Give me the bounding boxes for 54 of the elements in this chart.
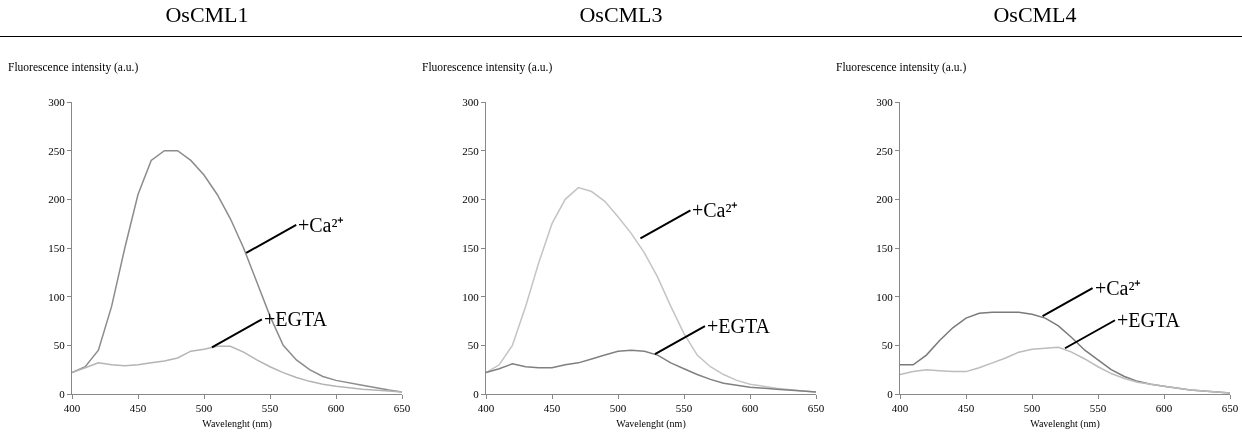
y-tick-label: 50 — [467, 339, 480, 352]
y-tick-label: 150 — [48, 241, 66, 254]
annotation: +EGTA — [1117, 309, 1181, 331]
y-tick-label: 250 — [462, 144, 480, 157]
y-tick-label: 100 — [876, 290, 894, 303]
y-tick-label: 150 — [876, 241, 894, 254]
annotation: +Ca²⁺ — [692, 199, 739, 221]
x-tick-label: 650 — [393, 402, 411, 415]
x-tick-label: 600 — [741, 402, 759, 415]
y-tick-label: 300 — [876, 95, 894, 108]
x-tick-label: 650 — [807, 402, 825, 415]
x-tick-label: 550 — [261, 402, 279, 415]
y-tick-label: 50 — [53, 339, 66, 352]
y-tick-label: 200 — [48, 193, 66, 206]
x-tick-label: 400 — [891, 402, 909, 415]
x-tick-label: 500 — [195, 402, 213, 415]
x-tick-label: 450 — [543, 402, 561, 415]
annotation: +Ca²⁺ — [1095, 277, 1142, 299]
y-tick-label: 300 — [48, 95, 66, 108]
chart-title: OsCML1 — [165, 2, 249, 28]
y-axis-title: Fluorescence intensity (a.u.) — [836, 61, 967, 74]
y-tick-label: 300 — [462, 95, 480, 108]
y-tick-label: 100 — [48, 290, 66, 303]
y-tick-label: 150 — [462, 241, 480, 254]
x-tick-label: 500 — [1023, 402, 1041, 415]
chart-title: OsCML3 — [579, 2, 663, 28]
x-axis-title: Wavelenght (nm) — [616, 417, 686, 430]
x-tick-label: 500 — [609, 402, 627, 415]
y-tick-label: 200 — [462, 193, 480, 206]
y-tick-label: 200 — [876, 193, 894, 206]
x-tick-label: 450 — [957, 402, 975, 415]
y-tick-label: 250 — [48, 144, 66, 157]
chart-title: OsCML4 — [993, 2, 1077, 28]
y-tick-label: 0 — [887, 387, 894, 400]
x-tick-label: 450 — [129, 402, 147, 415]
y-axis-title: Fluorescence intensity (a.u.) — [8, 61, 139, 74]
x-tick-label: 400 — [63, 402, 81, 415]
y-tick-label: 100 — [462, 290, 480, 303]
y-axis-title: Fluorescence intensity (a.u.) — [422, 61, 553, 74]
x-tick-label: 600 — [1155, 402, 1173, 415]
y-tick-label: 250 — [876, 144, 894, 157]
y-tick-label: 0 — [59, 387, 66, 400]
annotation: +EGTA — [707, 315, 771, 337]
x-tick-label: 650 — [1221, 402, 1239, 415]
annotation: +EGTA — [264, 308, 328, 330]
x-tick-label: 600 — [327, 402, 345, 415]
x-tick-label: 550 — [675, 402, 693, 415]
y-tick-label: 50 — [881, 339, 894, 352]
annotation: +Ca²⁺ — [298, 214, 345, 236]
x-tick-label: 400 — [477, 402, 495, 415]
x-axis-title: Wavelenght (nm) — [1030, 417, 1100, 430]
y-tick-label: 0 — [473, 387, 480, 400]
x-tick-label: 550 — [1089, 402, 1107, 415]
x-axis-title: Wavelenght (nm) — [202, 417, 272, 430]
